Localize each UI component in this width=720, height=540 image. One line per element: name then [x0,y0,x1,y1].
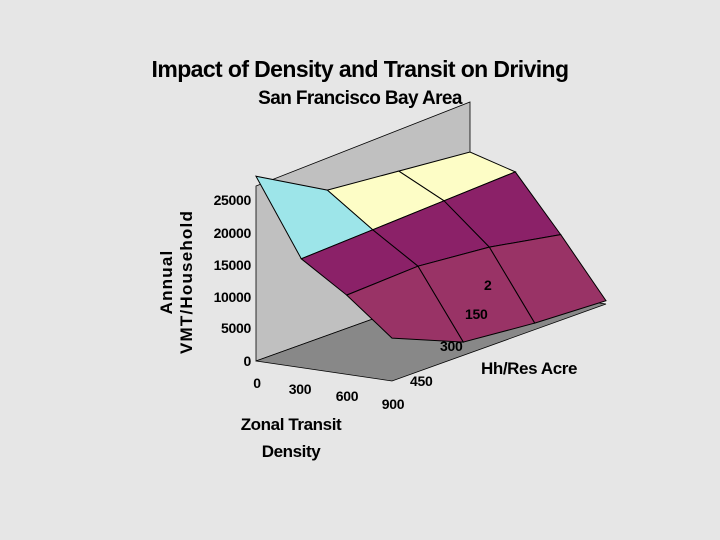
x-axis-ticks: 0 300 600 900 [253,375,405,412]
z-tick-label: 5000 [221,320,251,336]
chart-subtitle: San Francisco Bay Area [258,88,462,109]
z-tick-label: 10000 [214,289,252,305]
y-axis-label: Hh/Res Acre [481,359,577,378]
x-axis-label-line1: Zonal Transit [241,415,342,434]
x-axis-label-line2: Density [262,442,322,461]
z-tick-label: 15000 [214,257,252,273]
z-tick-label: 25000 [214,192,252,208]
z-axis-label: Annual VMT/Household [157,210,196,354]
chart-title: Impact of Density and Transit on Driving [151,56,570,82]
y-tick-label: 450 [410,373,433,389]
y-tick-label: 150 [465,306,488,322]
z-tick-label: 0 [244,353,252,369]
x-tick-label: 300 [289,381,312,397]
y-tick-label: 300 [440,338,463,354]
z-axis-ticks: 0 5000 10000 15000 20000 25000 [214,192,252,369]
y-axis-ticks: 2 150 300 450 [410,277,492,389]
y-tick-label: 2 [484,277,492,293]
z-axis-label-line1: Annual [157,250,176,315]
x-tick-label: 600 [336,388,359,404]
surface [255,151,607,343]
z-axis-label-line2: VMT/Household [177,210,196,354]
z-tick-label: 20000 [214,225,252,241]
x-tick-label: 900 [382,396,405,412]
x-tick-label: 0 [253,375,261,391]
surface-cell [345,265,465,343]
